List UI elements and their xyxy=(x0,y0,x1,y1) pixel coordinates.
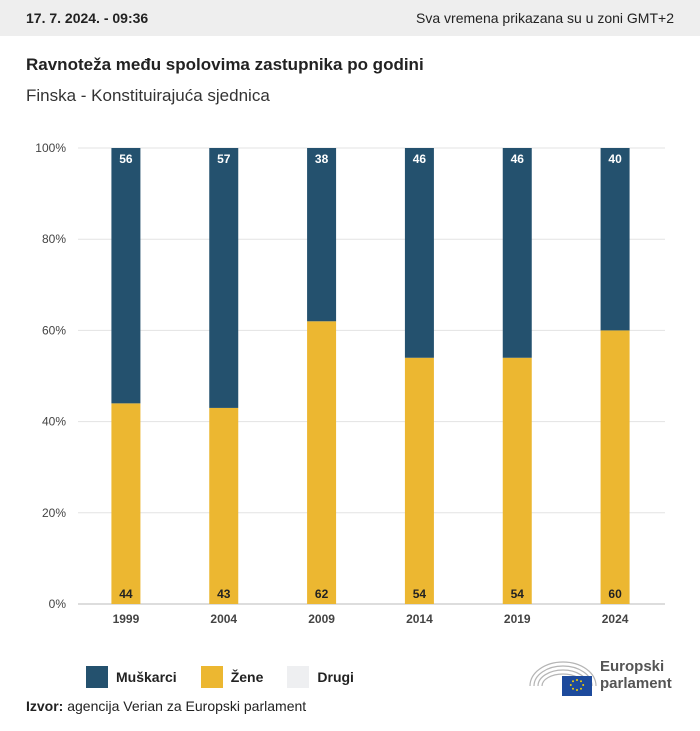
data-label: 57 xyxy=(217,152,231,166)
y-tick-label: 80% xyxy=(42,232,66,246)
x-tick-label: 2009 xyxy=(308,612,335,626)
top-bar: 17. 7. 2024. - 09:36 Sva vremena prikaza… xyxy=(0,0,700,36)
bar-segment xyxy=(404,148,434,358)
y-tick-label: 100% xyxy=(35,141,66,155)
bar-segment xyxy=(111,148,141,404)
logo-text: Europski parlament xyxy=(600,658,672,692)
x-tick-label: 2024 xyxy=(602,612,629,626)
chart-subtitle: Finska - Konstituirajuća sjednica xyxy=(26,86,270,105)
legend-label-men: Muškarci xyxy=(116,669,177,685)
data-label: 38 xyxy=(315,152,329,166)
data-label: 43 xyxy=(217,587,231,601)
source-prefix: Izvor: xyxy=(26,698,64,714)
y-tick-label: 40% xyxy=(42,415,66,429)
legend-item-other: Drugi xyxy=(287,666,354,688)
data-label: 54 xyxy=(413,587,427,601)
y-tick-label: 60% xyxy=(42,323,66,337)
bar-segment xyxy=(600,330,630,604)
stacked-bar-chart: 0% 20% 40% 60% 80% 100% 44 56 1999 43 57 2004 62 38 20… xyxy=(35,141,665,626)
x-tick-label: 2004 xyxy=(210,612,237,626)
bar-segment xyxy=(111,403,141,604)
logo-line-1: Europski xyxy=(600,658,665,675)
x-tick-label: 2014 xyxy=(406,612,433,626)
parliament-hemicycle-icon xyxy=(529,661,597,696)
x-tick-label: 1999 xyxy=(113,612,140,626)
data-label: 40 xyxy=(608,152,622,166)
legend-label-women: Žene xyxy=(230,669,264,685)
bar-segment xyxy=(502,357,532,604)
legend-item-men: Muškarci xyxy=(86,666,177,688)
x-tick-label: 2019 xyxy=(504,612,531,626)
bar-segment xyxy=(209,407,239,604)
legend: Muškarci Žene Drugi xyxy=(86,666,378,688)
data-label: 60 xyxy=(608,587,622,601)
bar-segment xyxy=(307,321,337,604)
data-label: 54 xyxy=(511,587,525,601)
source-text: agencija Verian za Europski parlament xyxy=(67,698,307,714)
legend-swatch-women xyxy=(200,666,223,688)
bar-segment xyxy=(209,148,239,408)
data-label: 62 xyxy=(315,587,329,601)
bar-segment xyxy=(600,148,630,331)
y-tick-label: 20% xyxy=(42,506,66,520)
legend-item-women: Žene xyxy=(200,666,264,688)
data-label: 46 xyxy=(511,152,525,166)
source-note: Izvor: agencija Verian za Europski parla… xyxy=(26,698,306,714)
data-label: 56 xyxy=(119,152,133,166)
bar-segment xyxy=(404,357,434,604)
legend-swatch-other xyxy=(287,666,310,688)
legend-swatch-men xyxy=(86,666,108,688)
date-time: 17. 7. 2024. - 09:36 xyxy=(26,10,149,26)
data-label: 46 xyxy=(413,152,427,166)
y-tick-label: 0% xyxy=(49,597,67,611)
bar-segment xyxy=(502,148,532,358)
legend-label-other: Drugi xyxy=(317,669,354,685)
data-label: 44 xyxy=(119,587,133,601)
chart-title: Ravnoteža među spolovima zastupnika po g… xyxy=(26,55,424,74)
timezone-note: Sva vremena prikazana su u zoni GMT+2 xyxy=(416,10,674,26)
bar-segment xyxy=(307,148,337,322)
european-parliament-logo: Europski parlament xyxy=(528,656,678,700)
logo-line-2: parlament xyxy=(600,675,672,692)
